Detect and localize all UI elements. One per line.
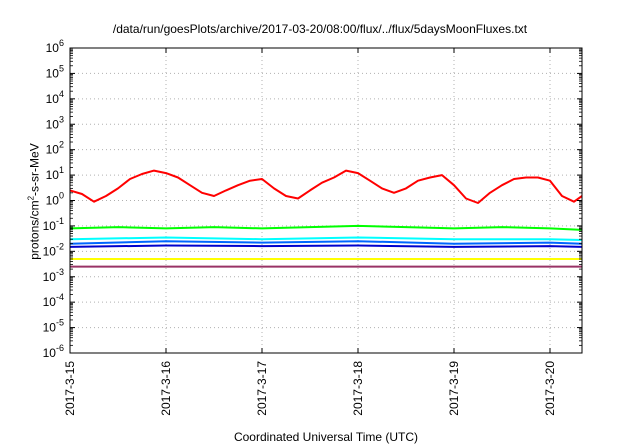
y-tick-label: 104 [46,89,64,106]
grid-lines [70,48,582,353]
series-line-4 [69,244,583,248]
y-tick-label: 103 [46,114,64,131]
x-tick-label: 2017-3-16 [159,361,173,416]
y-tick-label: 10-3 [43,267,64,284]
x-axis-label: Coordinated Universal Time (UTC) [233,430,419,444]
y-axis-label: protons/cm2-s-sr-MeV [26,143,42,260]
x-tick-label: 2017-3-20 [543,361,557,416]
x-tick-label: 2017-3-15 [63,361,77,416]
y-tick-label: 10-5 [43,318,64,335]
series-line-2 [69,236,583,241]
series-line-1 [69,224,583,231]
y-tick-label: 100 [46,191,64,208]
chart-title: /data/run/goesPlots/archive/2017-03-20/0… [112,22,528,36]
y-tick-label: 10-6 [43,343,64,360]
data-series [69,169,583,268]
series-line-3 [69,240,583,245]
x-tick-label: 2017-3-19 [447,361,461,416]
y-tick-label: 10-1 [43,216,64,233]
y-tick-label: 102 [46,140,64,157]
y-tick-label: 10-4 [43,292,64,309]
y-tick-label: 101 [46,165,64,182]
y-tick-label: 106 [46,38,64,55]
x-tick-label: 2017-3-17 [255,361,269,416]
y-tick-label: 10-2 [43,241,64,258]
series-line-0 [69,169,583,204]
axis-ticks: 10-6 10-5 10-4 10-3 10-2 10-1 100 101 102 103 104 1… [43,38,582,416]
y-tick-label: 105 [46,63,64,80]
x-tick-label: 2017-3-18 [351,361,365,416]
